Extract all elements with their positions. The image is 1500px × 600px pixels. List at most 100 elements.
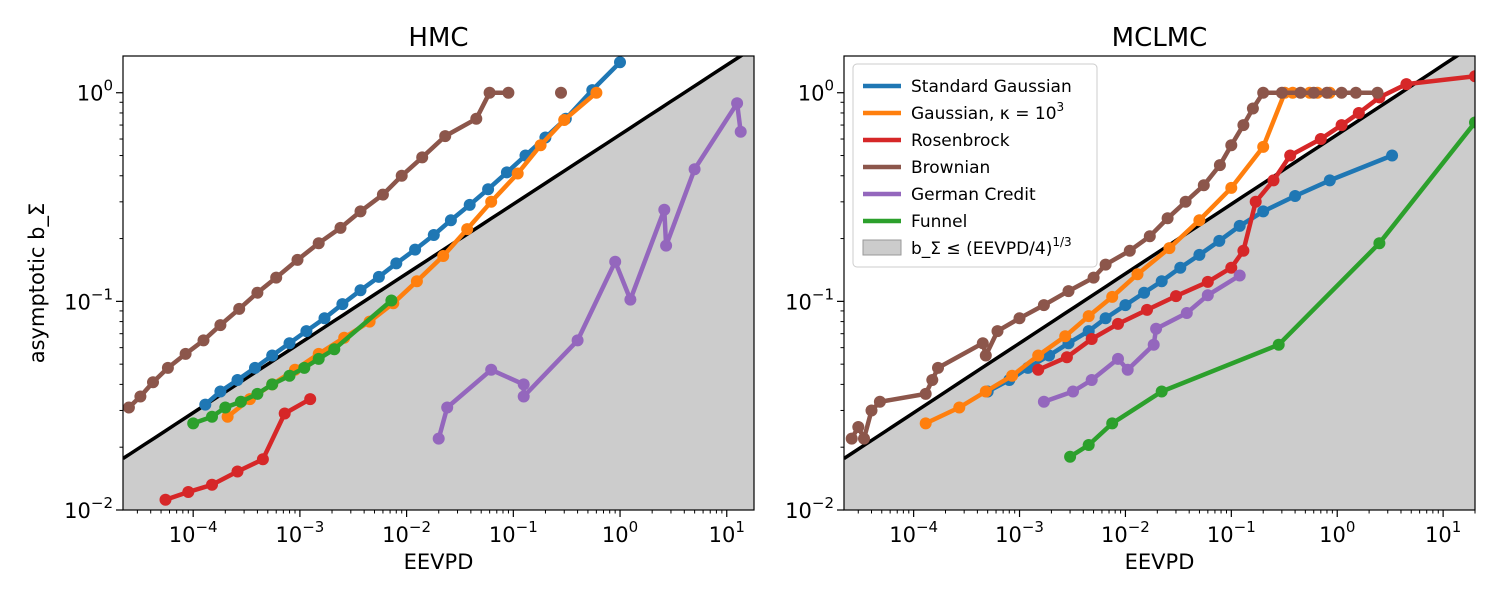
data-point [199, 398, 212, 411]
data-point [206, 410, 218, 423]
data-point [249, 361, 261, 374]
data-point [1225, 139, 1238, 152]
data-point [919, 417, 932, 430]
data-point [511, 167, 524, 180]
x-tick-label: 101 [709, 518, 745, 547]
data-point [231, 465, 244, 478]
data-point [1032, 349, 1045, 362]
y-tick-label: 10−1 [785, 285, 834, 314]
data-point [1150, 322, 1163, 335]
data-point [926, 374, 939, 386]
data-point [197, 334, 210, 347]
data-point [558, 114, 571, 126]
x-tick-label: 10−2 [1101, 518, 1150, 547]
data-point [461, 223, 474, 236]
data-point [1249, 195, 1262, 208]
data-point [614, 56, 626, 69]
data-point [534, 139, 547, 152]
data-point [858, 432, 870, 445]
data-point [1284, 149, 1297, 162]
series-german-credit [1037, 269, 1246, 408]
data-point [432, 432, 445, 445]
data-point [1123, 244, 1136, 257]
data-point [1307, 86, 1320, 99]
data-point [134, 390, 147, 403]
bound-line [844, 56, 1461, 460]
x-axis-label: EEVPD [404, 550, 474, 574]
series-rosenbrock [159, 393, 317, 506]
data-point [845, 432, 858, 445]
x-axis-label: EEVPD [1125, 550, 1195, 574]
data-point [1106, 417, 1119, 430]
data-point [1085, 333, 1098, 345]
chart-title: HMC [408, 23, 468, 53]
data-point [991, 325, 1004, 338]
data-point [1013, 312, 1026, 325]
data-point [376, 188, 389, 201]
data-point [385, 294, 398, 307]
series-line [1043, 273, 1241, 404]
data-point [266, 378, 279, 391]
data-point [1006, 369, 1019, 382]
y-tick-label: 100 [798, 77, 834, 106]
data-point [1155, 385, 1168, 398]
data-point [517, 378, 530, 391]
data-point [390, 257, 403, 270]
data-point [283, 337, 296, 350]
data-point [1082, 439, 1095, 451]
y-tick-label: 10−2 [64, 494, 113, 523]
data-point [409, 243, 422, 256]
data-point [1141, 303, 1153, 316]
minor-ticks [119, 101, 723, 514]
data-point [1197, 179, 1210, 192]
x-tick-label: 10−2 [382, 518, 431, 547]
data-point [270, 271, 283, 284]
data-point [1335, 119, 1348, 132]
data-point [1180, 307, 1193, 319]
data-point [953, 401, 966, 414]
data-point [1371, 86, 1384, 99]
data-point [485, 195, 498, 208]
data-point [919, 387, 932, 400]
data-point [1386, 149, 1399, 162]
data-point [852, 421, 865, 433]
data-point [1155, 275, 1168, 288]
data-point [1067, 385, 1079, 398]
data-point [1179, 195, 1192, 208]
data-point [334, 221, 347, 234]
data-point [1257, 205, 1270, 218]
data-point [256, 453, 269, 466]
data-point [1193, 214, 1206, 227]
x-tick-label: 101 [1425, 518, 1461, 547]
data-point [660, 239, 673, 252]
data-point [231, 374, 244, 386]
data-point [298, 361, 311, 374]
series-funnel [1064, 116, 1475, 463]
data-point [1138, 286, 1151, 299]
data-point [427, 229, 440, 241]
data-point [483, 86, 496, 99]
series-brownian [845, 86, 1384, 445]
data-point [221, 410, 234, 423]
data-point [328, 343, 341, 356]
minor-ticks [840, 101, 1476, 514]
data-point [395, 169, 408, 182]
data-point [658, 203, 671, 216]
legend-label: Gaussian, κ = 103 [911, 100, 1064, 124]
data-point [1106, 290, 1119, 303]
x-tick-label: 10−3 [995, 518, 1044, 547]
x-tick-label: 100 [1319, 518, 1355, 547]
data-point [1060, 351, 1073, 364]
data-point [123, 401, 135, 414]
data-point [1064, 450, 1077, 463]
data-point [1163, 242, 1176, 255]
data-point [1233, 219, 1246, 232]
data-point [439, 130, 452, 143]
data-point [161, 361, 174, 374]
data-point [1352, 107, 1365, 119]
data-point [251, 286, 264, 299]
data-point [354, 205, 367, 218]
legend: Standard Gaussian Gaussian, κ = 103 Rosenb… [852, 63, 1098, 268]
data-point [1272, 338, 1285, 351]
